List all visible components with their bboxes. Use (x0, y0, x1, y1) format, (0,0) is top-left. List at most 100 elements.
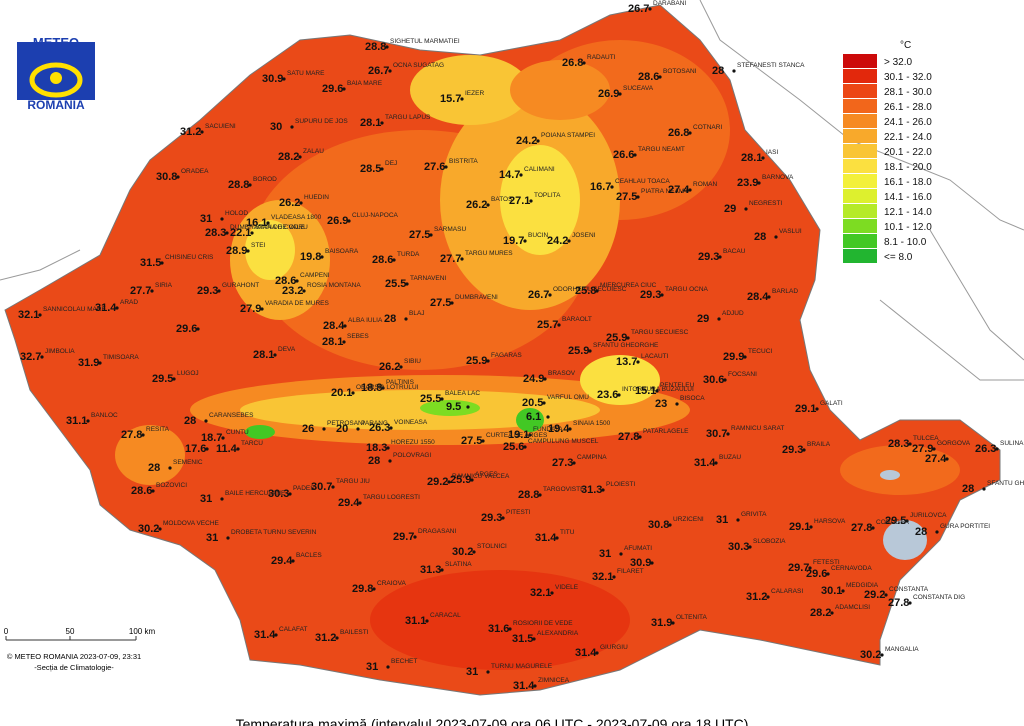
station-dot (372, 587, 376, 591)
station-name: ARAD (120, 299, 138, 306)
station-name: TIMISOARA (103, 354, 139, 361)
station-dot (908, 442, 912, 446)
station-name: IASI (766, 149, 778, 156)
station-value: 31.4 (513, 680, 535, 692)
station-name: CHISINEU CRIS (165, 254, 214, 261)
station-dot (38, 313, 42, 317)
station-value: 26.3 (975, 443, 996, 455)
station-value: 28.2 (278, 151, 299, 163)
station-value: 27.6 (424, 161, 445, 173)
station-name: ROMAN (693, 181, 718, 188)
station-value: 25.9 (606, 332, 627, 344)
station-name: CAMPULUNG MUSCEL (528, 438, 599, 445)
station-value: 30.8 (156, 171, 177, 183)
station-dot (601, 488, 605, 492)
station-name: VASLUI (779, 228, 802, 235)
station-value: 28.3 (205, 227, 226, 239)
station-dot (347, 219, 351, 223)
station-name: DARABANI (653, 0, 686, 7)
station-dot (466, 405, 470, 409)
station-dot (158, 527, 162, 531)
station-value: 27.5 (409, 229, 430, 241)
station-dot (766, 595, 770, 599)
station-name: FUNDATA (533, 426, 563, 433)
station-dot (217, 289, 221, 293)
station-name: CAMPINA (577, 454, 607, 461)
station-value: 28.4 (747, 291, 769, 303)
station-dot (444, 165, 448, 169)
station-name: BANLOC (91, 412, 118, 419)
station-value: 28.9 (226, 245, 247, 257)
station-value: 22.1 (230, 227, 251, 239)
station-name: VARADIA DE MURES (265, 300, 329, 307)
legend-swatch (843, 129, 877, 143)
station-dot (543, 377, 547, 381)
station-name: BOZOVICI (156, 482, 187, 489)
station-dot (945, 457, 949, 461)
station-name: STOLNICI (477, 543, 507, 550)
legend-swatch (843, 84, 877, 98)
station-value: 27.8 (618, 431, 639, 443)
station-value: 26.9 (598, 88, 619, 100)
station-value: 19.7 (503, 235, 524, 247)
station-value: 27.3 (552, 457, 573, 469)
logo-subtitle: ROMANIA (27, 98, 85, 112)
station-name: MANGALIA (885, 646, 919, 653)
station-value: 29.2 (427, 476, 448, 488)
station-name: CEAHLAU TOACA (615, 178, 670, 185)
station-dot (405, 282, 409, 286)
station-name: MIERCUREA CIUC (600, 282, 657, 289)
station-dot (115, 306, 119, 310)
station-name: SARMASU (434, 226, 466, 233)
station-value: 31.3 (420, 564, 441, 576)
station-dot (40, 355, 44, 359)
station-value: 28 (148, 462, 160, 474)
station-dot (582, 61, 586, 65)
station-value: 29.3 (640, 289, 661, 301)
station-name: STANA DE VALE (255, 224, 305, 231)
legend-label: 26.1 - 28.0 (884, 102, 932, 113)
station-value: 27.4 (925, 453, 947, 465)
legend-label: <= 8.0 (884, 252, 913, 263)
station-value: 31.2 (315, 632, 336, 644)
station-value: 27.8 (121, 429, 142, 441)
station-name: INTORSURA BUZAULUI (622, 386, 694, 393)
station-name: BARAOLT (562, 316, 592, 323)
station-dot (717, 317, 721, 321)
station-value: 20 (336, 423, 348, 435)
station-dot (826, 572, 830, 576)
station-value: 28.1 (360, 117, 381, 129)
station-dot (141, 433, 145, 437)
station-name: PETROSANI (327, 420, 365, 427)
station-value: 29.6 (176, 323, 197, 335)
station-value: 32.1 (592, 571, 613, 583)
station-value: 29.7 (393, 531, 414, 543)
station-name: HOLOD (225, 210, 248, 217)
station-value: 28.1 (253, 349, 274, 361)
station-dot (220, 217, 224, 221)
legend-label: > 32.0 (884, 57, 913, 68)
scale-label: 100 km (129, 627, 156, 636)
station-value: 24.2 (516, 135, 537, 147)
station-value: 28.5 (360, 163, 381, 175)
station-dot (356, 427, 360, 431)
station-value: 27.1 (509, 195, 530, 207)
station-name: SLATINA (445, 561, 472, 568)
station-name: FILARET (617, 568, 644, 575)
station-name: SULINA (1000, 440, 1024, 447)
legend-label: 20.1 - 22.0 (884, 147, 932, 158)
station-dot (528, 433, 532, 437)
station-name: SIGHETUL MARMATIEI (390, 38, 460, 45)
legend-swatch (843, 204, 877, 218)
station-dot (638, 435, 642, 439)
station-value: 31.3 (581, 484, 602, 496)
station-value: 27.5 (430, 297, 451, 309)
station-name: TURDA (397, 251, 420, 258)
station-dot (248, 183, 252, 187)
station-dot (205, 447, 209, 451)
station-name: DEJ (385, 160, 397, 167)
station-name: CARANSEBES (209, 412, 254, 419)
station-dot (557, 323, 561, 327)
station-dot (386, 665, 390, 669)
station-dot (266, 221, 270, 225)
